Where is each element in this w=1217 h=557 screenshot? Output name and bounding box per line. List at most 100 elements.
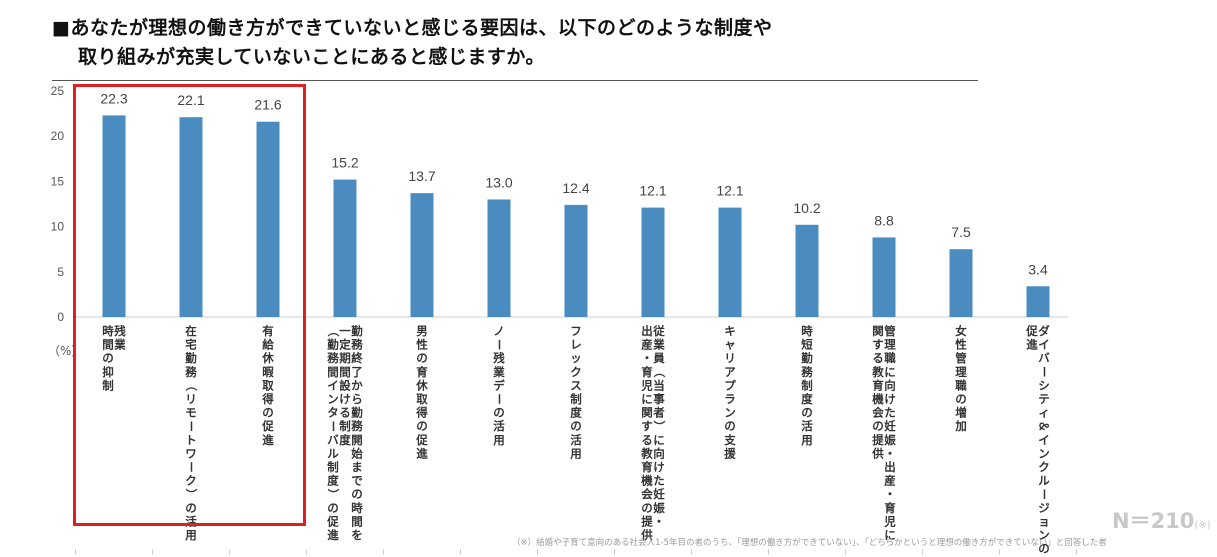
category-label-char: ィ [1038, 406, 1050, 420]
y-tick-label: 25 [51, 84, 65, 98]
sample-size-mark: (※) [1194, 520, 1211, 531]
category-label-char: ＆ [1037, 420, 1051, 432]
category-label-char: 間 [102, 338, 114, 352]
bar-value-label: 21.6 [254, 97, 281, 113]
category-label-char: 開 [351, 433, 363, 447]
category-label-char: 育 [884, 501, 896, 515]
category-label-char: 制 [339, 419, 351, 433]
category-label-char: け [653, 460, 665, 474]
category-label-char: 関 [872, 324, 884, 338]
category-label-char: 支 [723, 433, 736, 447]
category-label-char: ジ [1038, 501, 1050, 515]
category-label-char: プ [724, 378, 736, 392]
category-label-char: の [102, 351, 114, 365]
category-label-char: の [327, 501, 339, 515]
category-label-char: 用 [184, 528, 197, 542]
category-label-char: 産 [641, 338, 653, 352]
category-label-char: 機 [872, 392, 884, 406]
category-label-char: 残 [493, 351, 505, 365]
bar [102, 115, 126, 318]
category-label-char: 宅 [185, 338, 197, 352]
category-label-char: デ [493, 378, 505, 392]
category-label-char: 加 [954, 419, 967, 433]
category-label-char: 勤 [351, 406, 363, 420]
category-label-char: で [351, 474, 363, 488]
category-label-char: 関 [641, 406, 653, 420]
category-label-char: 活 [801, 419, 813, 433]
bar [179, 117, 203, 317]
category-label-char: 児 [640, 378, 653, 392]
category-label-char: 促 [415, 433, 428, 447]
category-label-char: 用 [569, 446, 582, 460]
category-label-char: キ [724, 324, 736, 338]
category-label-char: 間 [327, 365, 339, 379]
category-label-char: 期 [339, 351, 351, 365]
category-label-char: 休 [261, 351, 274, 365]
category-label-char: 務 [801, 365, 813, 379]
y-tick-label: 15 [51, 174, 65, 188]
category-label-char: の [955, 392, 967, 406]
category-label-char: 務 [351, 419, 363, 433]
category-label-char: 性 [416, 338, 428, 352]
category-label-char: 勤 [327, 338, 339, 352]
category-label-char: ・ [884, 446, 896, 460]
category-label-char: 有 [262, 324, 274, 338]
category-label-char: 促 [1025, 324, 1038, 338]
category-label-char: 事 [653, 392, 665, 406]
bar-value-label: 10.2 [793, 200, 820, 216]
category-label-char: 職 [955, 378, 967, 392]
category-label-char: 出 [884, 460, 896, 474]
category-label-char: の [801, 406, 813, 420]
category-label-char: 育 [872, 378, 884, 392]
category-label-char: 暇 [262, 365, 274, 379]
category-label-char: 残 [114, 324, 126, 338]
category-label-char: ー [1037, 488, 1051, 500]
category-label-char: 理 [955, 365, 967, 379]
y-tick-label: 0 [57, 310, 64, 324]
category-label-char: 産 [884, 474, 896, 488]
category-label-char: バ [1038, 351, 1050, 365]
category-label-char: 制 [801, 378, 813, 392]
category-label-char: 教 [871, 365, 884, 379]
bar [641, 207, 665, 317]
category-label-char: 活 [493, 419, 505, 433]
category-label-char: る [641, 433, 653, 447]
title-line-1: ■あなたが理想の働き方ができていないと感じる要因は、以下のどのような制度や [52, 17, 773, 39]
y-tick-label: 20 [51, 129, 65, 143]
category-label-char: け [339, 392, 351, 406]
category-label-char: 務 [351, 338, 363, 352]
category-label-char: 進 [1026, 338, 1038, 352]
y-tick-label: 5 [57, 265, 64, 279]
category-label-char: に [653, 433, 665, 447]
category-label-char: ン [1038, 446, 1050, 460]
category-label-char: 児 [883, 514, 896, 528]
bar [333, 179, 357, 317]
category-label-char: 度 [570, 406, 582, 420]
category-label-char: 進 [327, 528, 339, 542]
category-label-char: ら [351, 392, 363, 406]
category-label: 勤務終了から勤務開始までの時間を一定期間設ける制度（勤務間インターバル制度）の促… [326, 324, 363, 542]
category-label-char: イ [1038, 433, 1050, 447]
category-label-char: レ [570, 338, 582, 352]
category-label-char: を [351, 528, 363, 542]
category-label-char: ） [326, 488, 340, 500]
bar-value-label: 12.1 [716, 183, 743, 199]
category-label-char: 教 [640, 446, 653, 460]
category-label-char: 制 [327, 460, 339, 474]
category-label-char: 用 [492, 433, 505, 447]
category-label-char: 管 [884, 324, 896, 338]
title-line-2: 取り組みが充実していないことにあると感じますか。 [78, 46, 546, 68]
category-label-char: ョ [1038, 514, 1050, 528]
category-label-char: ） [652, 420, 666, 432]
footnote: （※）結婚や子育て意向のある社会人1-5年目の者のうち、「理想の働き方ができてい… [512, 538, 1107, 548]
bar [872, 237, 896, 317]
bar [949, 249, 973, 317]
category-label-char: ッ [570, 351, 582, 365]
category-label-char: ン [327, 392, 339, 406]
category-label-char: 供 [640, 528, 653, 542]
